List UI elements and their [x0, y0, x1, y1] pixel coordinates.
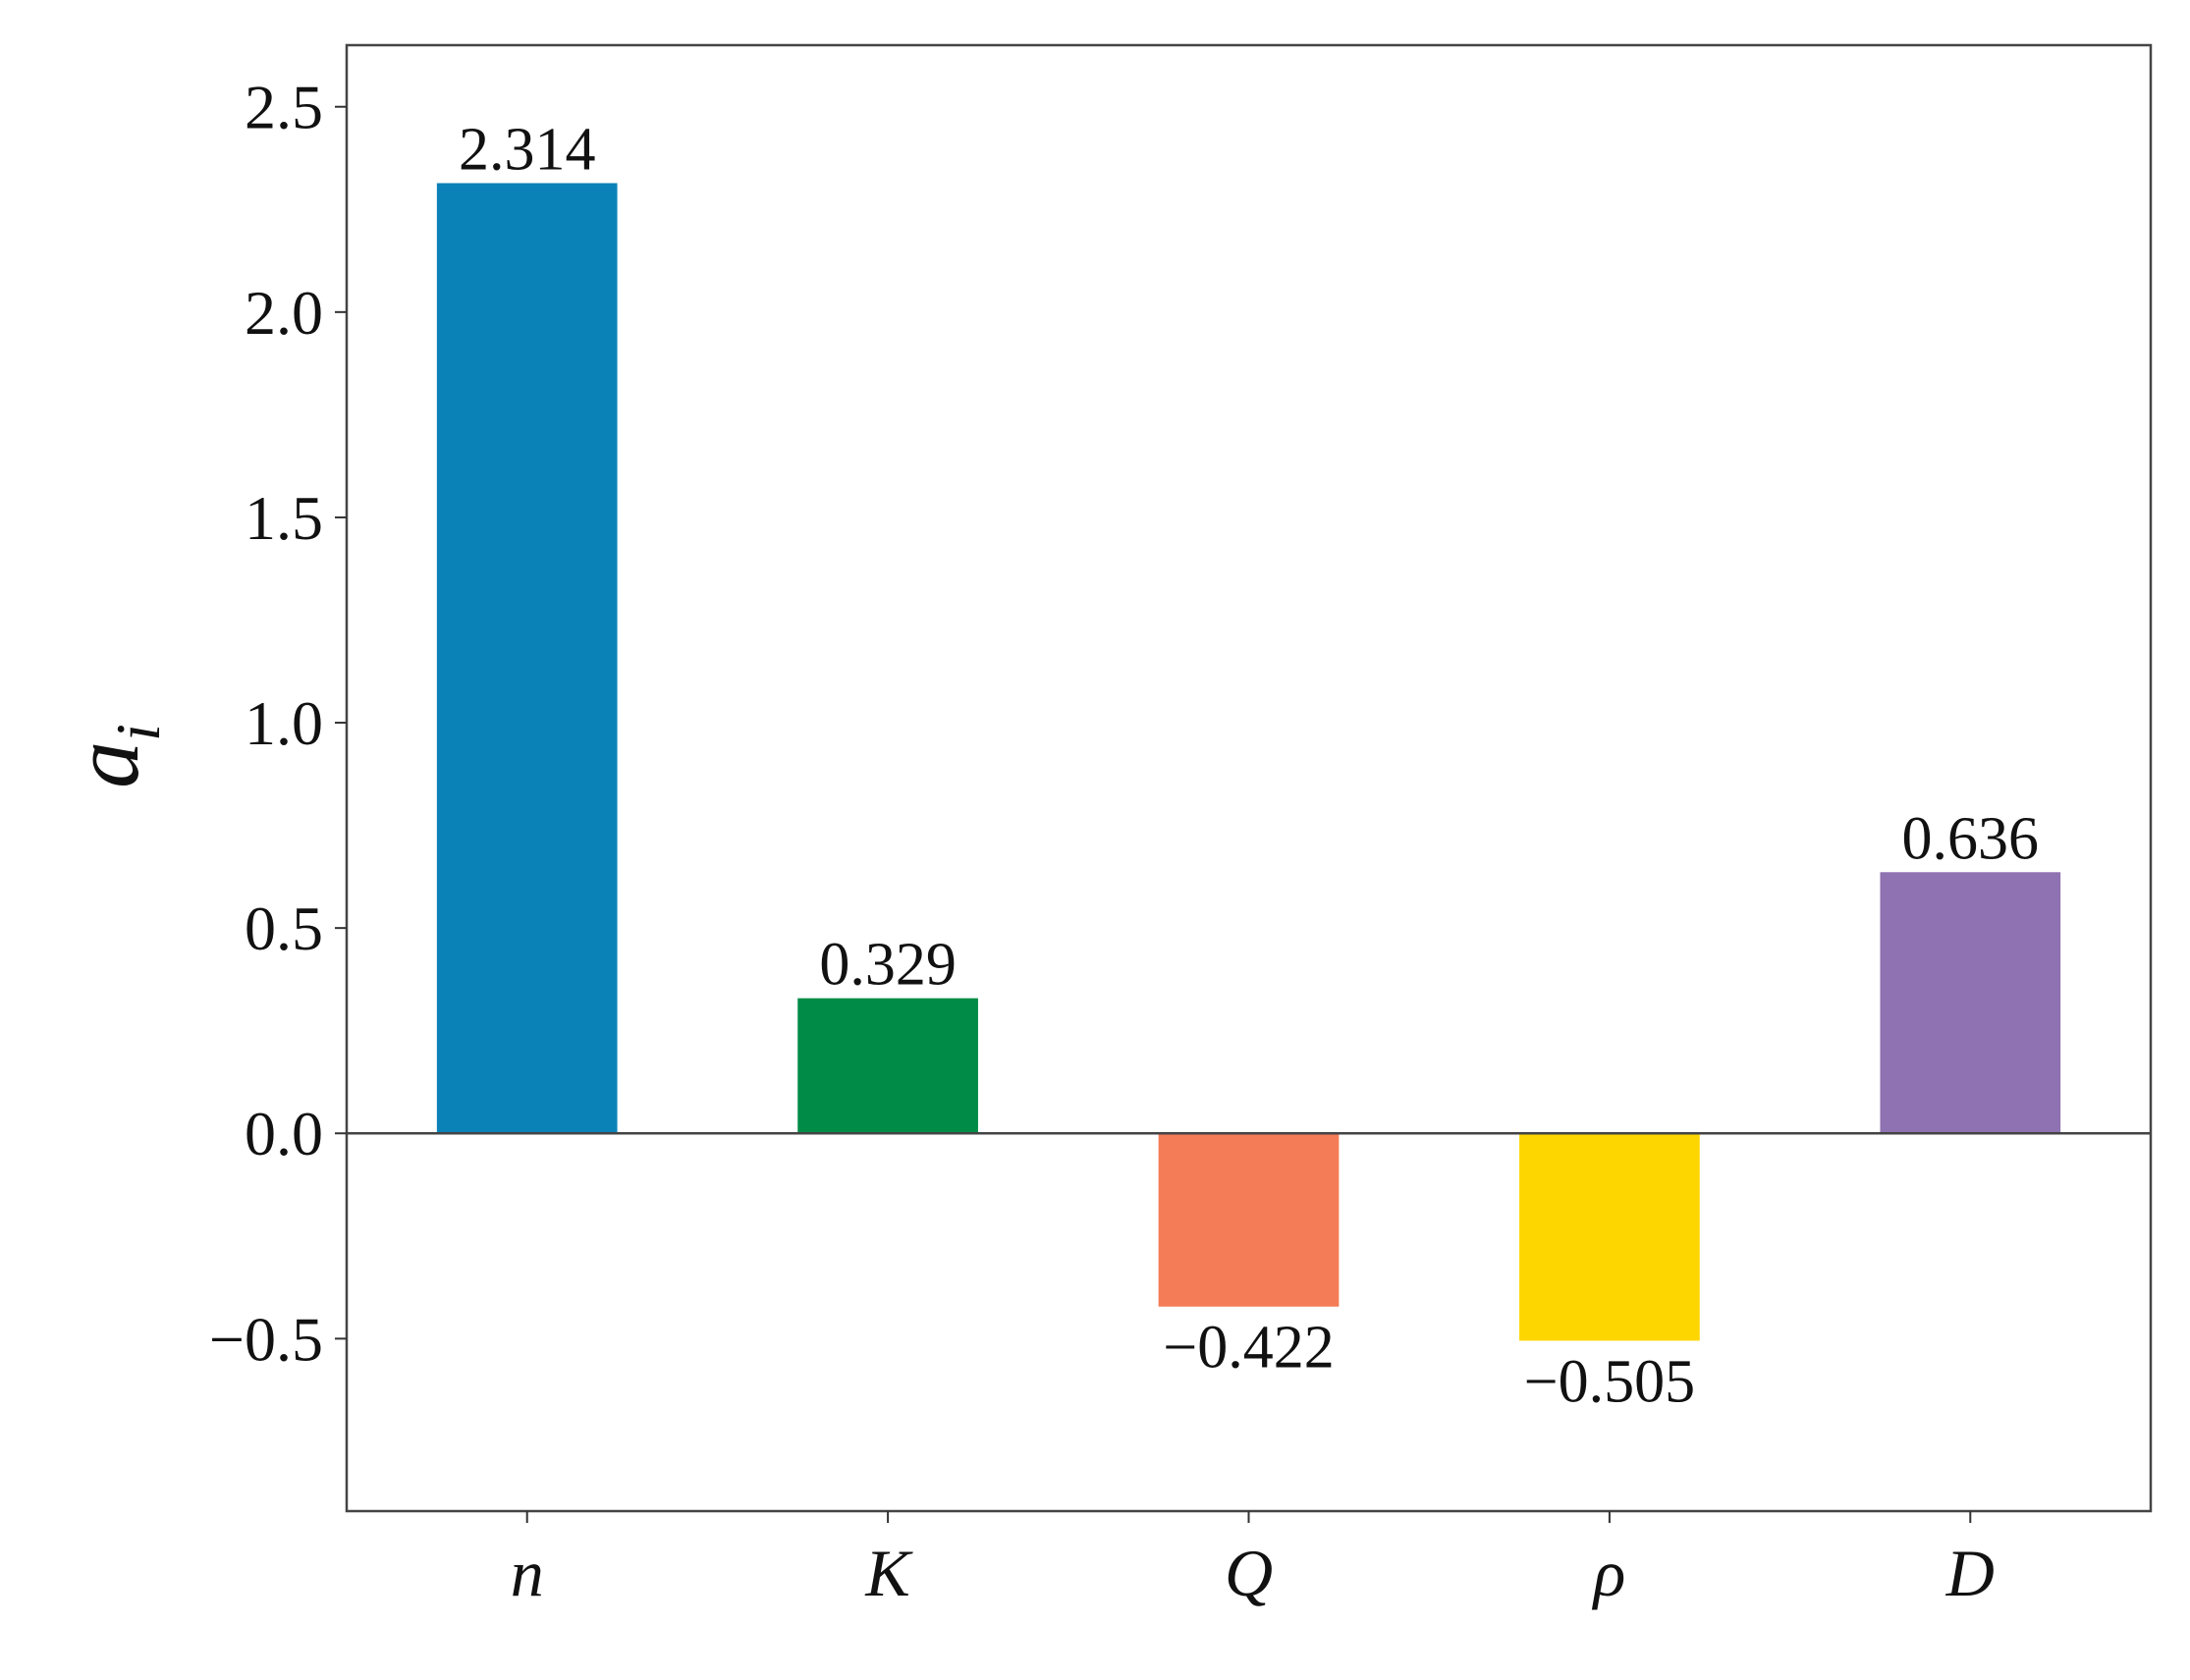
x-tick-label: K: [864, 1536, 913, 1610]
bar-value-label: −0.505: [1524, 1348, 1695, 1415]
x-tick-label: n: [511, 1536, 544, 1610]
y-axis-label: ai: [53, 724, 173, 788]
x-tick-label: ρ: [1592, 1536, 1626, 1610]
x-tick-label: D: [1945, 1536, 1995, 1610]
y-tick-label: −0.5: [209, 1304, 323, 1374]
plot-area: 2.314 0.329 −0.422 −0.505 0.636: [345, 43, 2153, 1513]
y-tick-label: 0.5: [245, 894, 323, 963]
bar-3: [1519, 1133, 1700, 1341]
x-tick-label: Q: [1225, 1536, 1273, 1610]
y-tick-label: 0.0: [245, 1099, 323, 1168]
bar-value-label: 0.329: [819, 932, 957, 999]
y-axis-label-subscript: i: [103, 724, 173, 741]
bar-1: [797, 998, 978, 1134]
bar-2: [1158, 1133, 1340, 1307]
y-axis-ticks: −0.5 0.0 0.5 1.0 1.5 2.0 2.5: [209, 73, 347, 1374]
bar-value-label: 2.314: [459, 117, 596, 184]
bar-0: [436, 183, 618, 1134]
y-tick-label: 1.5: [245, 483, 323, 553]
y-axis-label-main: a: [53, 741, 158, 788]
y-tick-label: 2.5: [245, 73, 323, 142]
y-tick-label: 1.0: [245, 688, 323, 758]
bar-4: [1880, 872, 2061, 1134]
bar-value-label: −0.422: [1163, 1315, 1334, 1382]
bar-value-label: 0.636: [1902, 805, 2040, 872]
y-tick-label: 2.0: [245, 278, 323, 348]
